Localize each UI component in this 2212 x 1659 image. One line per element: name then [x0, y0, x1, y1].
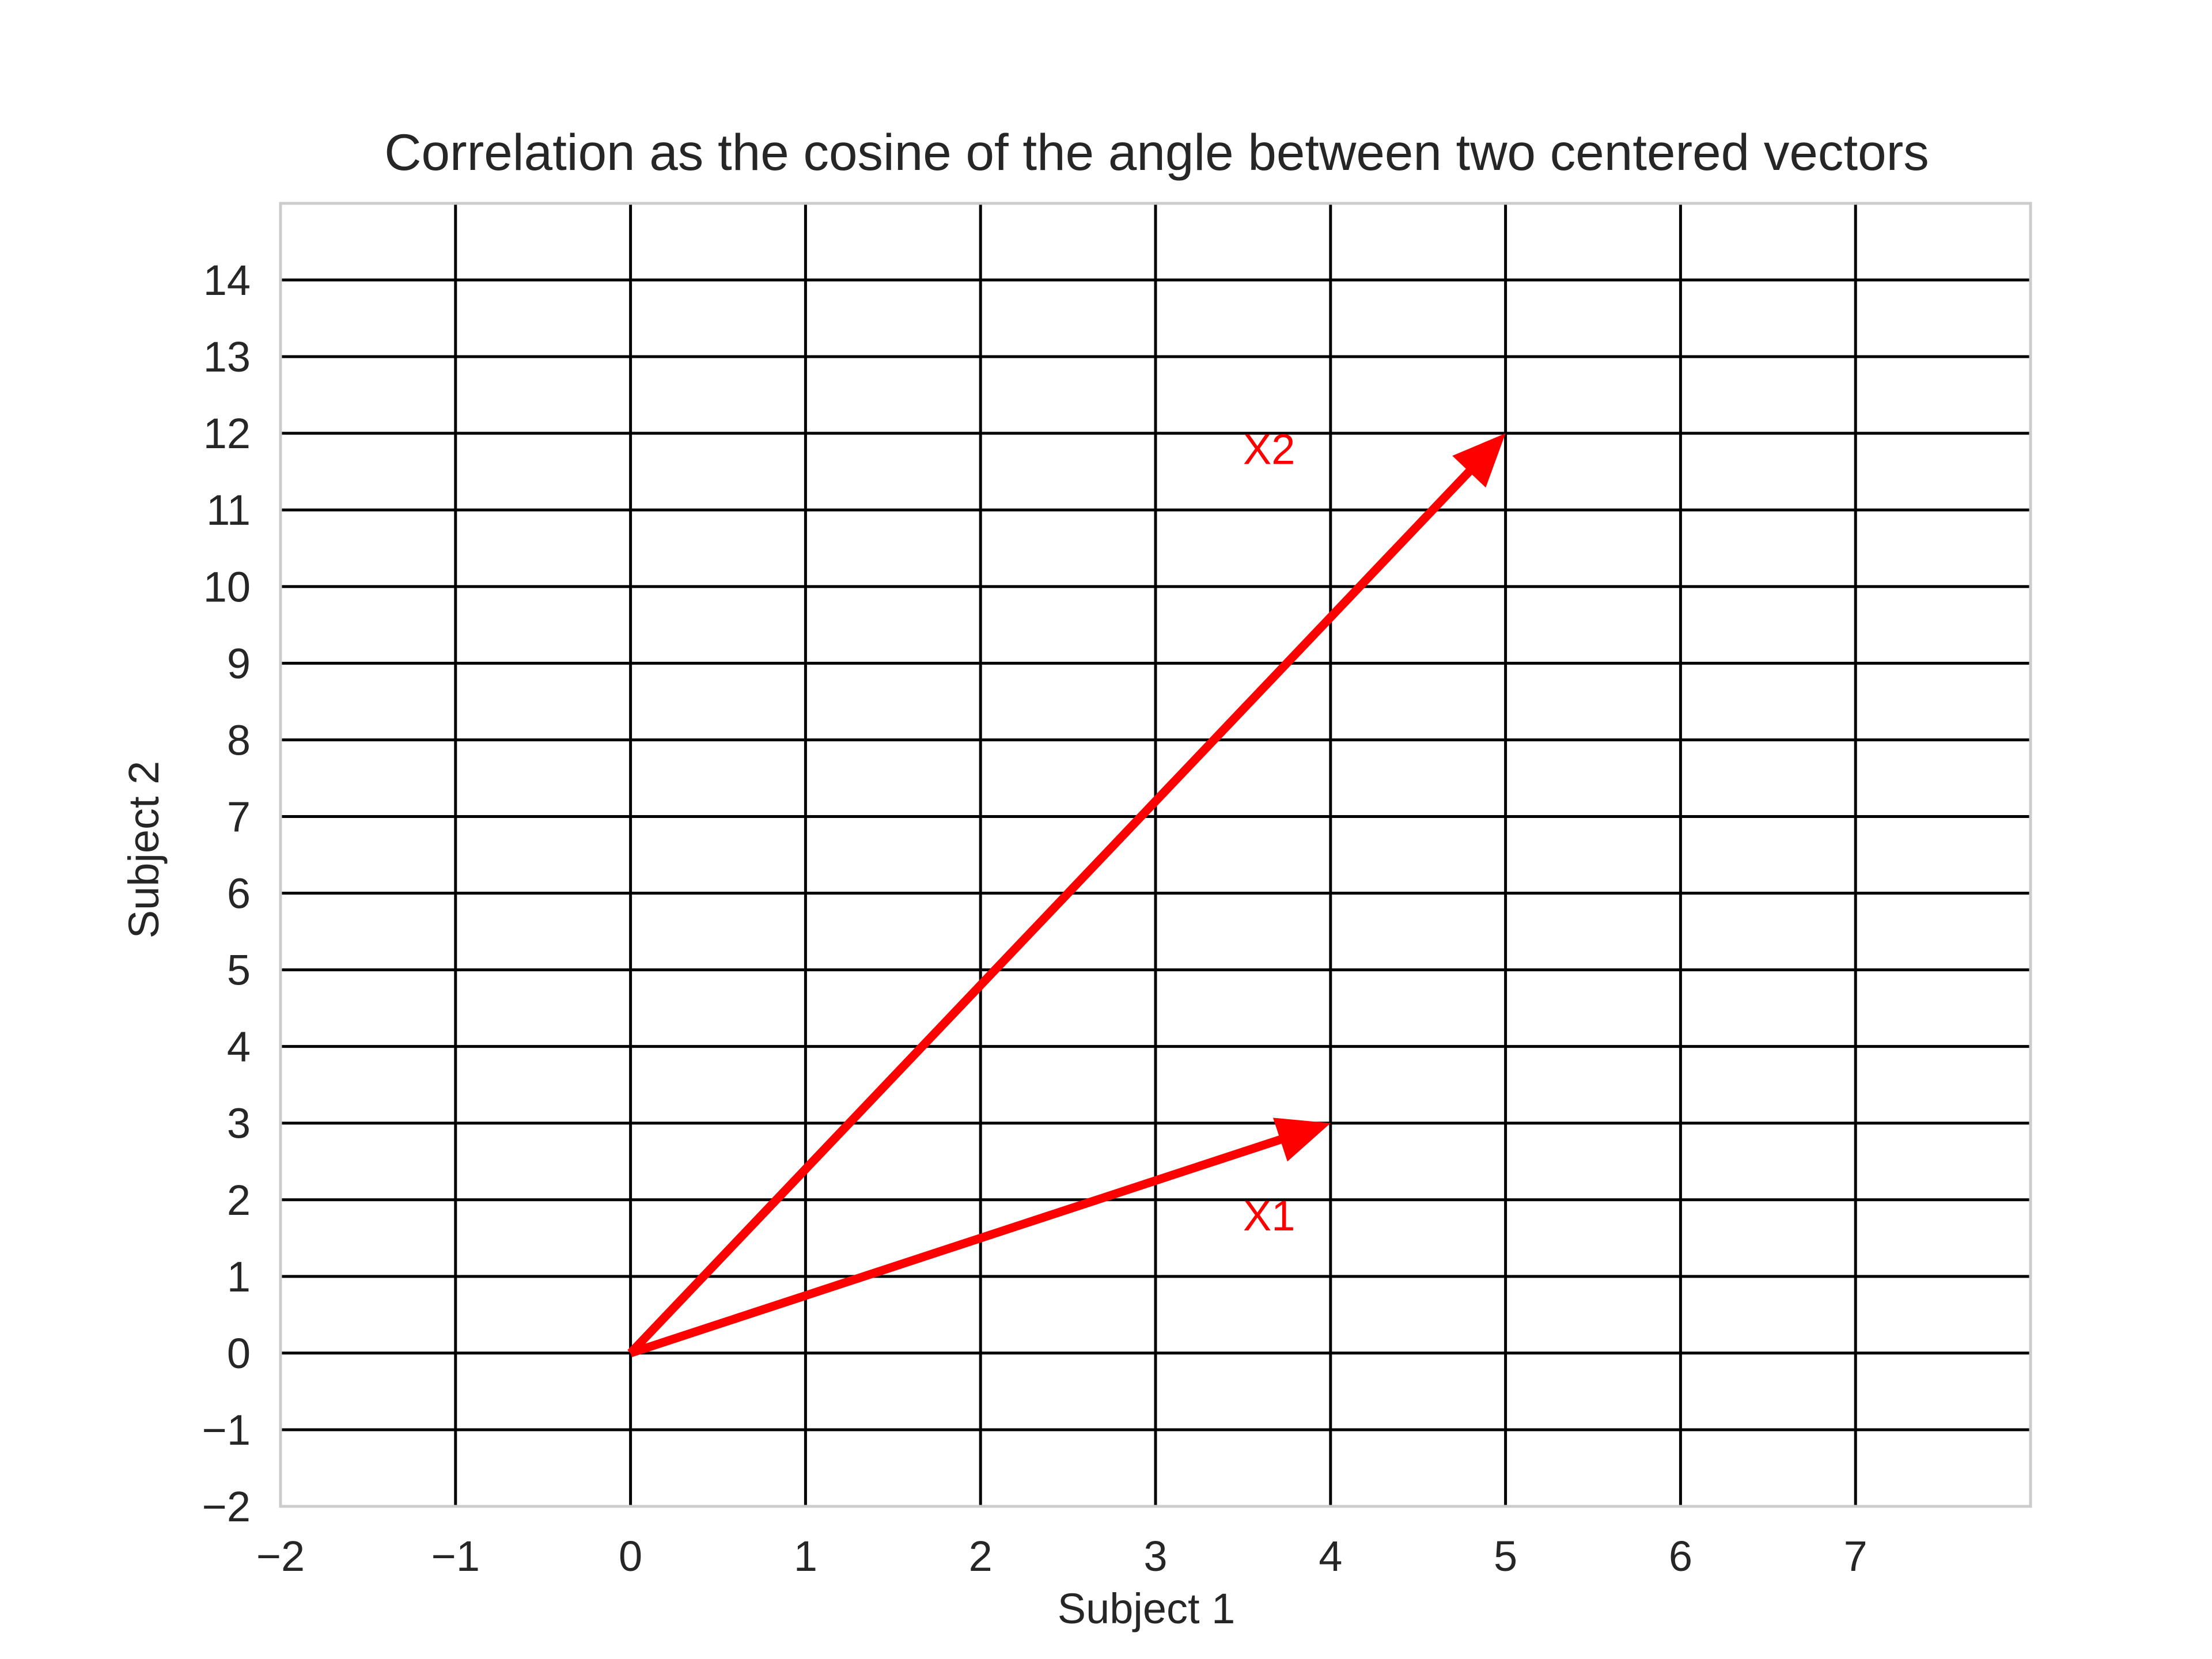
vector-arrow-x2: [627, 433, 1506, 1357]
x-tick-label: 5: [1494, 1532, 1517, 1580]
x-tick-label: −2: [256, 1532, 305, 1580]
y-tick-label: 6: [227, 870, 251, 918]
y-tick-label: 13: [203, 333, 251, 381]
x-tick-label: 1: [794, 1532, 817, 1580]
vector-label-x2: X2: [1243, 425, 1296, 473]
x-tick-label: 0: [619, 1532, 642, 1580]
y-tick-label: 4: [227, 1023, 251, 1071]
y-tick-label: 14: [203, 256, 251, 304]
y-tick-label: −1: [202, 1406, 251, 1454]
vector-x1: X1: [629, 1118, 1331, 1357]
vector-label-x1: X1: [1243, 1192, 1296, 1240]
y-tick-label: 0: [227, 1330, 251, 1377]
y-tick-label: 8: [227, 716, 251, 764]
vector-arrow-x1: [629, 1118, 1331, 1357]
y-tick-label: 5: [227, 946, 251, 994]
vectors: X1 X2: [627, 425, 1506, 1357]
x-axis-label: Subject 1: [1058, 1585, 1236, 1633]
y-tick-label: 11: [206, 486, 251, 534]
y-tick-label: 12: [203, 410, 251, 457]
x-axis-ticks: −2 −1 0 1 2 3 4 5 6 7: [256, 1532, 1868, 1580]
y-tick-label: 1: [227, 1253, 251, 1301]
x-tick-label: 4: [1319, 1532, 1342, 1580]
y-tick-label: 3: [227, 1100, 251, 1147]
y-tick-label: 7: [227, 793, 251, 840]
y-tick-label: 9: [227, 639, 251, 687]
chart-title: Correlation as the cosine of the angle b…: [384, 123, 1929, 181]
x-tick-label: 7: [1844, 1532, 1868, 1580]
x-tick-label: −1: [431, 1532, 480, 1580]
y-tick-label: −2: [202, 1483, 251, 1531]
grid: [281, 203, 2031, 1506]
x-tick-label: 2: [969, 1532, 993, 1580]
y-tick-label: 10: [203, 563, 251, 611]
x-tick-label: 3: [1143, 1532, 1167, 1580]
plot-frame: [279, 202, 2032, 1508]
y-axis-label: Subject 2: [120, 761, 168, 939]
x-tick-label: 6: [1669, 1532, 1692, 1580]
y-tick-label: 2: [227, 1176, 251, 1224]
vector-x2: X2: [627, 425, 1506, 1357]
